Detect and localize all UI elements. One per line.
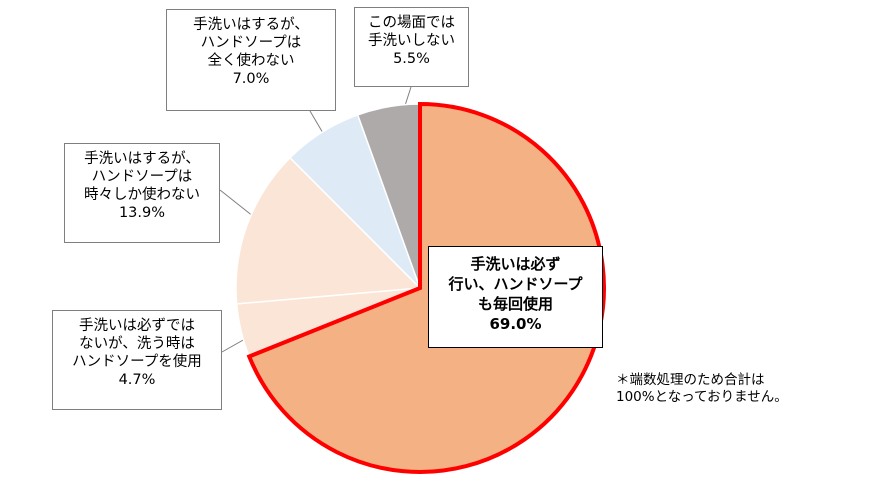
label-box-soap-sometimes: 手洗いはするが、 ハンドソープは 時々しか使わない 13.9% (64, 143, 220, 243)
label-line: 行い、ハンドソープ (448, 275, 583, 293)
pie-slices (235, 101, 606, 474)
note-line: ＊端数処理のため合計は (616, 372, 765, 388)
note-line: 100%となっておりません。 (616, 389, 788, 405)
label-line: この場面では (368, 15, 455, 31)
label-box-no-handwash: この場面では 手洗いしない 5.5% (354, 7, 469, 87)
pct-label: 7.0% (232, 71, 270, 87)
label-line: 手洗いはするが、 (84, 151, 200, 167)
label-box-soap-never: 手洗いはするが、 ハンドソープは 全く使わない 7.0% (166, 9, 336, 111)
pct-label: 4.7% (118, 372, 156, 388)
label-line: 時々しか使わない (84, 187, 200, 203)
pct-label: 69.0% (489, 315, 542, 333)
label-line: も毎回使用 (477, 295, 553, 313)
label-box-not-always-but-soap: 手洗いは必ずでは ないが、洗う時は ハンドソープを使用 4.7% (52, 310, 222, 410)
pct-label: 13.9% (118, 205, 166, 221)
label-box-always-handwash-soap: 手洗いは必ず 行い、ハンドソープ も毎回使用 69.0% (428, 246, 603, 348)
label-line: ハンドソープは (200, 35, 302, 51)
slice-soap-sometimes (235, 156, 422, 305)
highlight-outline (246, 101, 606, 474)
pct-label: 5.5% (393, 51, 430, 67)
label-line: 手洗いしない (368, 33, 455, 49)
rounding-note: ＊端数処理のため合計は 100%となっておりません。 (616, 372, 886, 406)
label-line: 全く使わない (207, 53, 295, 69)
label-line: ハンドソープを使用 (72, 354, 202, 370)
label-line: 手洗いは必ずでは (79, 318, 195, 334)
label-line: ないが、洗う時は (79, 336, 195, 352)
label-line: 手洗いは必ず (470, 255, 561, 273)
label-line: 手洗いはするが、 (193, 17, 309, 33)
label-line: ハンドソープは (91, 169, 193, 185)
